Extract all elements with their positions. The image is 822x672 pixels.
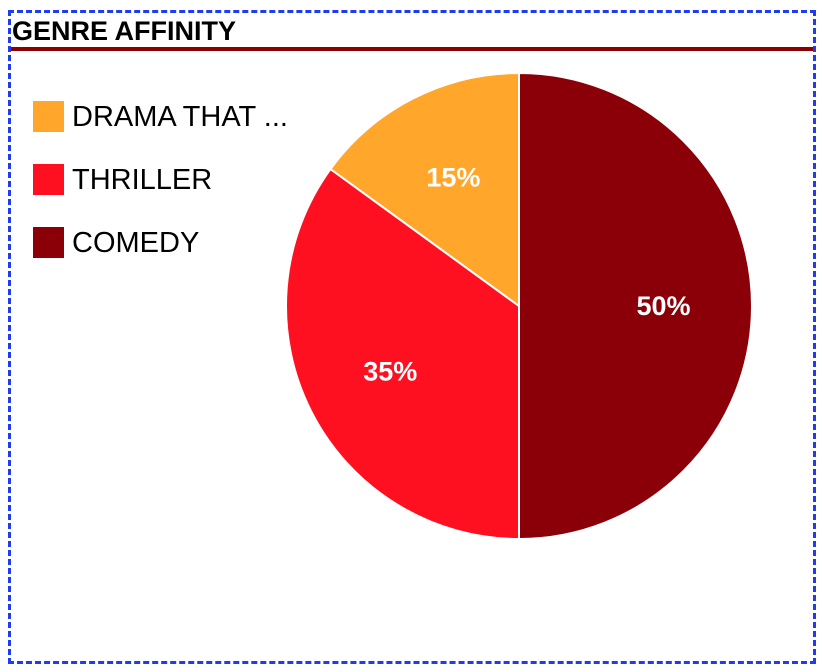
- legend-swatch-comedy: [33, 227, 64, 258]
- pie-slice-comedy[interactable]: [518, 71, 753, 541]
- pie-slices: [285, 71, 753, 541]
- legend-label-drama: DRAMA THAT ...: [72, 101, 288, 133]
- legend-label-thriller: THRILLER: [72, 164, 213, 196]
- legend-swatch-drama: [33, 101, 64, 132]
- chart-header: GENRE AFFINITY: [11, 13, 813, 51]
- pie-label-drama: 15%: [426, 162, 480, 192]
- chart-frame: GENRE AFFINITY DRAMA THAT ... THRILLER C…: [8, 10, 816, 664]
- pie-chart: 50% 35% 15%: [285, 71, 753, 541]
- pie-labels: 50% 35% 15%: [363, 162, 690, 386]
- chart-title: GENRE AFFINITY: [12, 16, 237, 46]
- legend-swatch-thriller: [33, 164, 64, 195]
- pie-slice-drama[interactable]: [329, 71, 520, 308]
- pie-label-thriller: 35%: [363, 357, 417, 387]
- pie-slice-thriller[interactable]: [285, 167, 520, 541]
- legend-label-comedy: COMEDY: [72, 227, 200, 259]
- pie-label-comedy: 50%: [636, 291, 690, 321]
